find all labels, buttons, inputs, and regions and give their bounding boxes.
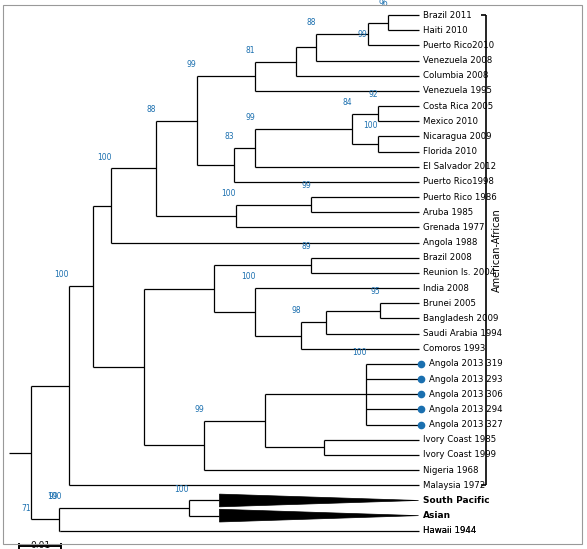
- Text: 99: 99: [302, 181, 311, 191]
- Text: Brunei 2005: Brunei 2005: [423, 299, 475, 308]
- Text: Aruba 1985: Aruba 1985: [423, 208, 473, 217]
- Polygon shape: [220, 494, 419, 507]
- Text: Angola 2013 293: Angola 2013 293: [429, 374, 502, 384]
- Text: 100: 100: [47, 492, 61, 501]
- Text: Saudi Arabia 1994: Saudi Arabia 1994: [423, 329, 502, 338]
- Text: 92: 92: [368, 91, 377, 99]
- Text: Puerto Rico1998: Puerto Rico1998: [423, 177, 494, 187]
- Text: 100: 100: [55, 271, 69, 279]
- Text: Angola 2013 327: Angola 2013 327: [429, 420, 502, 429]
- Text: Angola 2013 294: Angola 2013 294: [429, 405, 502, 414]
- Text: 100: 100: [221, 189, 236, 198]
- Text: Mexico 2010: Mexico 2010: [423, 117, 478, 126]
- Text: Hawaii 1944: Hawaii 1944: [423, 526, 476, 535]
- Text: Malaysia 1972: Malaysia 1972: [423, 481, 485, 490]
- Text: 83: 83: [224, 132, 234, 141]
- Text: Brazil 2011: Brazil 2011: [423, 10, 471, 20]
- Text: Nicaragua 2009: Nicaragua 2009: [423, 132, 491, 141]
- Text: Angola 1988: Angola 1988: [423, 238, 477, 247]
- Text: American-African: American-African: [492, 209, 502, 292]
- Text: Venezuela 2008: Venezuela 2008: [423, 56, 492, 65]
- Text: 88: 88: [146, 105, 156, 114]
- Text: 88: 88: [307, 18, 316, 27]
- Text: Hawaii 1944: Hawaii 1944: [423, 526, 476, 535]
- Text: 95: 95: [370, 288, 380, 296]
- Text: Bangladesh 2009: Bangladesh 2009: [423, 314, 498, 323]
- Text: 89: 89: [302, 242, 311, 251]
- Text: Angola 2013 306: Angola 2013 306: [429, 390, 502, 399]
- Text: 99: 99: [245, 113, 255, 122]
- Polygon shape: [220, 509, 419, 522]
- Text: 99: 99: [187, 60, 197, 70]
- Text: Asian: Asian: [423, 511, 451, 520]
- Text: Ivory Coast 1985: Ivory Coast 1985: [423, 435, 496, 444]
- Text: El Salvador 2012: El Salvador 2012: [423, 163, 496, 171]
- Text: South Pacific: South Pacific: [423, 496, 490, 505]
- Text: Ivory Coast 1999: Ivory Coast 1999: [423, 451, 495, 460]
- Text: 100: 100: [174, 485, 189, 494]
- Text: Florida 2010: Florida 2010: [423, 147, 477, 156]
- Text: Nigeria 1968: Nigeria 1968: [423, 466, 478, 475]
- Text: Costa Rica 2005: Costa Rica 2005: [423, 102, 493, 111]
- Text: Puerto Rico 1986: Puerto Rico 1986: [423, 193, 497, 201]
- Text: Brazil 2008: Brazil 2008: [423, 253, 471, 262]
- Text: 96: 96: [378, 0, 388, 8]
- Text: 99: 99: [357, 30, 367, 38]
- Text: Puerto Rico2010: Puerto Rico2010: [423, 41, 494, 50]
- Text: 100: 100: [363, 121, 377, 130]
- Text: 0.01: 0.01: [31, 541, 50, 549]
- Text: Venezuela 1995: Venezuela 1995: [423, 87, 492, 96]
- Text: Haiti 2010: Haiti 2010: [423, 26, 467, 35]
- Text: 71: 71: [21, 503, 31, 513]
- Text: 81: 81: [246, 46, 255, 55]
- Text: 100: 100: [97, 153, 112, 161]
- Text: 84: 84: [343, 98, 352, 107]
- Text: Reunion Is. 2004: Reunion Is. 2004: [423, 268, 495, 277]
- Text: Columbia 2008: Columbia 2008: [423, 71, 488, 80]
- Text: 100: 100: [241, 272, 255, 281]
- Text: Comoros 1993: Comoros 1993: [423, 344, 485, 354]
- Text: 98: 98: [292, 306, 301, 316]
- Text: 100: 100: [352, 348, 366, 357]
- Text: Angola 2013 319: Angola 2013 319: [429, 360, 502, 368]
- Text: 99: 99: [194, 405, 204, 414]
- Text: India 2008: India 2008: [423, 284, 468, 293]
- Text: Grenada 1977: Grenada 1977: [423, 223, 484, 232]
- Text: 99: 99: [49, 492, 59, 501]
